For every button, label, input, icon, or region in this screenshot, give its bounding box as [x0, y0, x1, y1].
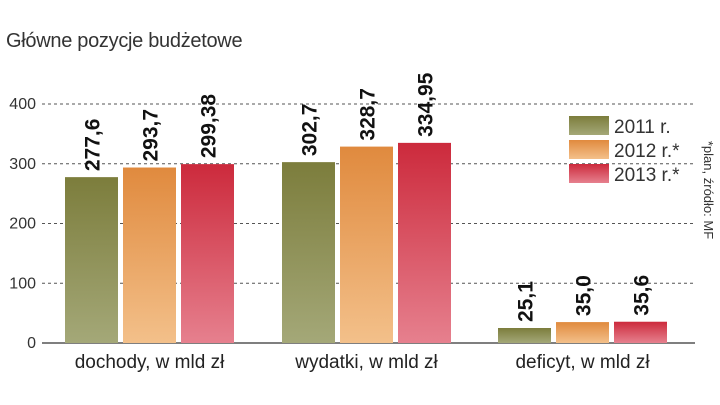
- bar-2013-2: [614, 321, 667, 343]
- legend-swatch-2013: [569, 164, 609, 183]
- bar-2011-2: [498, 328, 551, 343]
- y-tick-label: 200: [9, 216, 36, 233]
- legend-label: 2012 r.*: [614, 141, 680, 162]
- value-label: 328,7: [357, 88, 380, 141]
- y-axis-ticks: 0 100 200 300 400: [9, 96, 36, 352]
- value-label: 35,6: [631, 275, 654, 316]
- bar-2011-1: [282, 162, 335, 343]
- legend-label: 2013 r.*: [614, 165, 680, 186]
- bar-2012-1: [340, 146, 393, 343]
- category-labels: dochody, w mld zł wydatki, w mld zł deficy…: [75, 352, 651, 373]
- value-labels: 277,6 293,7 299,38 302,7 328,7 334,95 25,1 35,0…: [82, 72, 654, 322]
- legend: 2011 r. 2012 r.* 2013 r.*: [569, 116, 680, 186]
- category-label: wydatki, w mld zł: [294, 352, 438, 373]
- bars: [65, 142, 667, 343]
- bar-2012-2: [556, 322, 609, 343]
- category-label: deficyt, w mld zł: [515, 352, 650, 373]
- value-label: 277,6: [82, 119, 105, 172]
- legend-swatch-2012: [569, 140, 609, 159]
- value-label: 334,95: [415, 72, 438, 137]
- value-label: 25,1: [515, 281, 538, 322]
- y-tick-label: 300: [9, 156, 36, 173]
- y-tick-label: 100: [9, 275, 36, 292]
- bar-2013-0: [181, 164, 234, 343]
- value-label: 302,7: [299, 104, 322, 157]
- legend-label: 2011 r.: [614, 117, 671, 138]
- y-tick-label: 0: [27, 335, 36, 352]
- legend-swatch-2011: [569, 116, 609, 135]
- category-label: dochody, w mld zł: [75, 352, 225, 373]
- y-tick-label: 400: [9, 96, 36, 113]
- value-label: 35,0: [573, 275, 596, 316]
- source-note: *plan, źródło: MF: [701, 141, 716, 239]
- bar-2013-1: [398, 142, 451, 343]
- chart-title: Główne pozycje budżetowe: [6, 30, 243, 52]
- bar-2012-0: [123, 167, 176, 343]
- bar-2011-0: [65, 177, 118, 343]
- value-label: 293,7: [140, 109, 163, 162]
- value-label: 299,38: [198, 94, 221, 159]
